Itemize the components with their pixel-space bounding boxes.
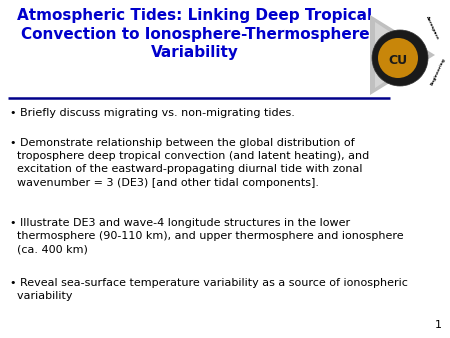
Text: Engineering: Engineering bbox=[430, 57, 446, 87]
Text: • Demonstrate relationship between the global distribution of
  troposphere deep: • Demonstrate relationship between the g… bbox=[10, 138, 369, 188]
Circle shape bbox=[378, 38, 418, 78]
Text: CU: CU bbox=[388, 53, 408, 67]
Circle shape bbox=[372, 30, 428, 86]
Polygon shape bbox=[375, 22, 425, 88]
Text: 1: 1 bbox=[435, 320, 442, 330]
Text: Aerospace: Aerospace bbox=[425, 15, 439, 41]
Text: • Briefly discuss migrating vs. non-migrating tides.: • Briefly discuss migrating vs. non-migr… bbox=[10, 108, 295, 118]
Text: • Illustrate DE3 and wave-4 longitude structures in the lower
  thermosphere (90: • Illustrate DE3 and wave-4 longitude st… bbox=[10, 218, 404, 255]
Text: Atmospheric Tides: Linking Deep Tropical
Convection to Ionosphere-Thermosphere
V: Atmospheric Tides: Linking Deep Tropical… bbox=[18, 8, 373, 60]
Text: • Reveal sea-surface temperature variability as a source of ionospheric
  variab: • Reveal sea-surface temperature variabi… bbox=[10, 278, 408, 301]
Polygon shape bbox=[370, 15, 435, 95]
